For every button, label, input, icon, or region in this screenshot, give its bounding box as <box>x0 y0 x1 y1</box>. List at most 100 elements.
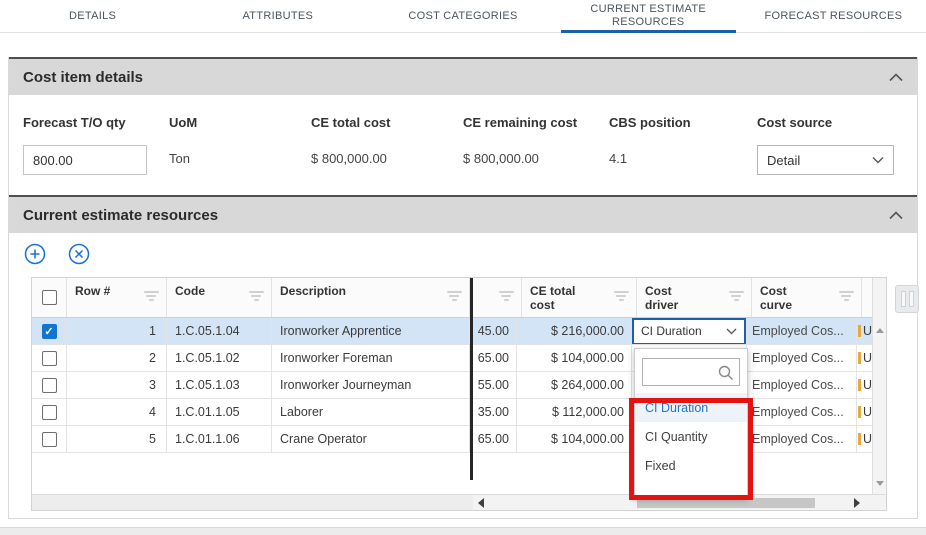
cost-item-details-fields: Forecast T/O qty UoM Ton CE total cost $… <box>9 95 917 195</box>
column-header-cost-curve: Cost curve <box>752 278 862 317</box>
field-value: $ 800,000.00 <box>463 151 539 166</box>
filter-icon[interactable] <box>446 291 462 301</box>
cell-qty: 65.00 <box>473 345 517 371</box>
remove-row-button[interactable] <box>68 243 90 265</box>
cell-ce-total: $ 104,000.00 <box>517 426 632 452</box>
grid-header-row: Row # Code Description CE total cost Cos… <box>32 278 886 318</box>
dropdown-option-fixed[interactable]: Fixed <box>645 458 676 473</box>
tab-label: COST CATEGORIES <box>408 9 518 22</box>
vertical-scrollbar[interactable] <box>872 278 886 494</box>
column-header-ce-total-cost: CE total cost <box>522 278 637 317</box>
cell-qty: 35.00 <box>473 399 517 425</box>
column-header-clipped <box>478 278 522 317</box>
dropdown-search-box <box>642 358 740 386</box>
field-value: $ 800,000.00 <box>311 151 387 166</box>
section-title: Cost item details <box>23 68 144 86</box>
cost-driver-dropdown-panel: CI Duration CI Quantity Fixed <box>634 348 748 498</box>
field-label: CE total cost <box>311 115 391 130</box>
filter-icon[interactable] <box>728 291 744 301</box>
horizontal-scrollbar[interactable] <box>32 494 886 510</box>
row-checkbox[interactable] <box>41 404 57 420</box>
tab-label: ATTRIBUTES <box>242 9 314 22</box>
field-cost-source: Cost source Detail <box>757 115 917 195</box>
cell-row-number: 1 <box>67 318 167 344</box>
cell-clipped: U <box>857 345 874 371</box>
field-value: 4.1 <box>609 151 628 166</box>
dropdown-option-ci-duration[interactable]: CI Duration <box>635 393 747 422</box>
collapse-chevron-icon[interactable] <box>889 72 903 82</box>
clipped-icon <box>858 379 861 391</box>
tab-label: FORECAST RESOURCES <box>764 9 903 22</box>
cell-code: 1.C.01.1.05 <box>167 399 272 425</box>
column-header-code: Code <box>167 278 272 317</box>
table-row[interactable]: 4 1.C.01.1.05 Laborer 35.00 $ 112,000.00… <box>32 399 886 426</box>
dropdown-search-input[interactable] <box>643 359 739 385</box>
cell-ce-total: $ 104,000.00 <box>517 345 632 371</box>
cell-row-number: 5 <box>67 426 167 452</box>
row-checkbox[interactable]: ✓ <box>41 323 57 339</box>
search-icon <box>718 365 733 380</box>
row-checkbox[interactable] <box>41 350 57 366</box>
filter-icon[interactable] <box>248 291 264 301</box>
tab-label: CURRENT ESTIMATE RESOURCES <box>590 3 707 28</box>
table-row[interactable]: 2 1.C.05.1.02 Ironworker Foreman 65.00 $… <box>32 345 886 372</box>
clipped-icon <box>858 433 861 445</box>
tab-details[interactable]: DETAILS <box>0 0 185 32</box>
section-header-current-estimate-resources: Current estimate resources <box>9 195 917 233</box>
cell-row-number: 4 <box>67 399 167 425</box>
cell-cost-curve: Employed Cos... <box>747 399 857 425</box>
cell-description: Laborer <box>272 399 470 425</box>
cost-source-select[interactable]: Detail <box>757 145 894 175</box>
tab-bar: DETAILS ATTRIBUTES COST CATEGORIES CURRE… <box>0 0 926 33</box>
field-cbs-position: CBS position 4.1 <box>609 115 757 195</box>
dropdown-option-ci-quantity[interactable]: CI Quantity <box>645 429 708 444</box>
add-row-button[interactable] <box>24 243 46 265</box>
field-label: UoM <box>169 115 198 130</box>
clipped-icon <box>858 325 861 337</box>
horizontal-scroll-thumb[interactable] <box>637 498 815 508</box>
column-label: Cost curve <box>760 284 793 312</box>
resources-grid: Row # Code Description CE total cost Cos… <box>31 277 887 511</box>
frozen-column-divider <box>470 278 473 480</box>
row-checkbox[interactable] <box>41 377 57 393</box>
field-ce-remaining-cost: CE remaining cost $ 800,000.00 <box>463 115 609 195</box>
cell-qty: 45.00 <box>473 318 517 344</box>
forecast-qty-input[interactable] <box>23 145 147 175</box>
horizontal-scroll-track[interactable] <box>473 495 886 510</box>
column-panel-button[interactable] <box>895 285 919 313</box>
cell-clipped: U <box>857 318 874 344</box>
field-uom: UoM Ton <box>169 115 311 195</box>
table-row[interactable]: 5 1.C.01.1.06 Crane Operator 65.00 $ 104… <box>32 426 886 453</box>
field-label: Cost source <box>757 115 833 130</box>
row-checkbox[interactable] <box>41 431 57 447</box>
scroll-left-arrow-icon[interactable] <box>478 498 484 508</box>
filter-icon[interactable] <box>613 291 629 301</box>
clipped-icon <box>858 352 861 364</box>
section-title: Current estimate resources <box>23 206 219 224</box>
cell-description: Ironworker Apprentice <box>272 318 470 344</box>
table-row[interactable]: ✓ 1 1.C.05.1.04 Ironworker Apprentice 45… <box>32 318 886 345</box>
select-all-checkbox[interactable] <box>41 290 57 305</box>
cell-description: Ironworker Foreman <box>272 345 470 371</box>
cell-row-number: 2 <box>67 345 167 371</box>
tab-forecast-resources[interactable]: FORECAST RESOURCES <box>741 0 926 32</box>
field-label: Forecast T/O qty <box>23 115 126 130</box>
column-header-cost-driver: Cost driver <box>637 278 752 317</box>
tab-current-estimate-resources[interactable]: CURRENT ESTIMATE RESOURCES <box>556 0 741 33</box>
scroll-up-arrow-icon[interactable] <box>876 328 884 333</box>
field-value: Ton <box>169 151 190 166</box>
column-label: CE total cost <box>530 284 576 312</box>
field-label: CE remaining cost <box>463 115 578 130</box>
filter-icon[interactable] <box>838 291 854 301</box>
table-row[interactable]: 3 1.C.05.1.03 Ironworker Journeyman 55.0… <box>32 372 886 399</box>
scroll-down-arrow-icon[interactable] <box>876 481 884 486</box>
tab-attributes[interactable]: ATTRIBUTES <box>185 0 370 32</box>
filter-icon[interactable] <box>143 291 159 301</box>
filter-icon[interactable] <box>498 291 514 301</box>
cell-ce-total: $ 216,000.00 <box>517 318 632 344</box>
column-label: Row # <box>75 284 111 298</box>
collapse-chevron-icon[interactable] <box>889 210 903 220</box>
cost-driver-combobox[interactable]: CI Duration <box>632 318 746 344</box>
scroll-right-arrow-icon[interactable] <box>854 498 860 508</box>
tab-cost-categories[interactable]: COST CATEGORIES <box>370 0 555 32</box>
